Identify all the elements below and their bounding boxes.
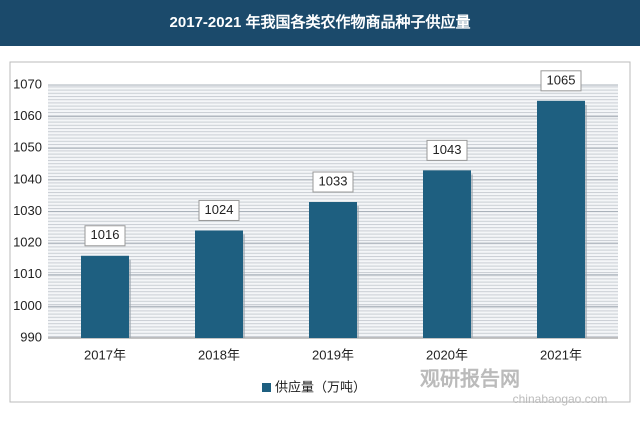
x-tick-label: 2018年 [198, 347, 240, 362]
value-label: 1033 [319, 173, 348, 188]
watermark-name: 观研报告网 [420, 366, 520, 390]
x-tick-label: 2020年 [426, 347, 468, 362]
y-tick-label: 990 [20, 329, 42, 344]
x-tick-label: 2017年 [84, 347, 126, 362]
bar [309, 202, 357, 338]
x-tick-label: 2019年 [312, 347, 354, 362]
value-label-box [426, 139, 468, 161]
value-label: 1065 [547, 72, 576, 87]
value-label: 1024 [205, 202, 234, 217]
legend-swatch [262, 383, 271, 392]
value-label-box [84, 225, 126, 247]
value-label: 1043 [433, 142, 462, 157]
value-label-box [312, 171, 354, 193]
watermark-url: chinabaogao.com [513, 392, 608, 406]
x-tick-label: 2021年 [540, 347, 582, 362]
value-label-box [198, 199, 240, 221]
value-label: 1016 [91, 227, 120, 242]
y-tick-label: 1050 [13, 140, 42, 155]
y-tick-label: 1060 [13, 108, 42, 123]
y-tick-label: 1030 [13, 203, 42, 218]
bar [195, 230, 243, 338]
y-tick-label: 1000 [13, 298, 42, 313]
bar [423, 170, 471, 338]
bar [81, 255, 129, 338]
bar [537, 100, 585, 338]
value-label-box [540, 70, 582, 92]
chart-title: 2017-2021 年我国各类农作物商品种子供应量 [170, 13, 471, 31]
y-tick-label: 1020 [13, 235, 42, 250]
y-tick-label: 1010 [13, 266, 42, 281]
y-tick-label: 1070 [13, 76, 42, 91]
header-bar [0, 0, 640, 46]
legend-label: 供应量（万吨） [275, 379, 366, 394]
y-tick-label: 1040 [13, 171, 42, 186]
